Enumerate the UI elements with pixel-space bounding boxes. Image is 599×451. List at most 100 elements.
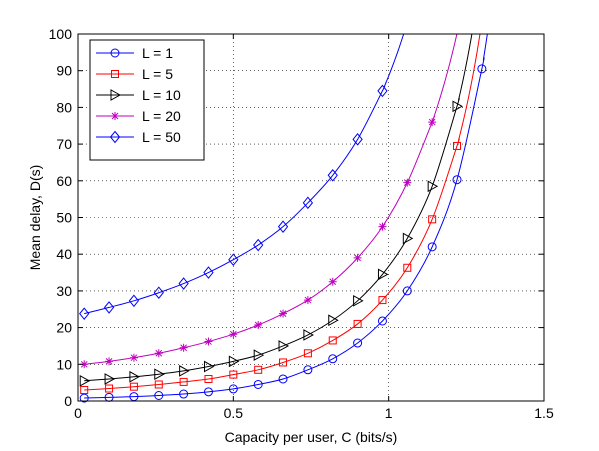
series-5-point <box>327 169 338 182</box>
series-4-point <box>428 118 437 127</box>
series-5-point <box>228 253 239 266</box>
series-3-point <box>129 370 140 383</box>
grid-lines <box>78 34 544 401</box>
series-1-point <box>203 387 213 397</box>
legend-label-5: L = 50 <box>142 129 181 145</box>
y-tick-label: 100 <box>49 26 73 42</box>
series-3-point <box>377 268 389 281</box>
y-axis-label: Mean delay, D(s) <box>27 165 43 271</box>
series-5-point <box>352 133 363 146</box>
legend-marker-2 <box>111 70 119 78</box>
series-line-2 <box>84 34 481 391</box>
series-1-point <box>402 286 412 296</box>
y-tick-label: 30 <box>56 283 72 299</box>
series-3-point <box>303 329 314 341</box>
series-2-point <box>353 319 362 328</box>
legend-marker-3 <box>110 89 122 101</box>
series-5-point <box>178 277 189 290</box>
series-1-point <box>278 374 288 384</box>
series-4-point <box>303 296 312 305</box>
x-tick-label: 0 <box>74 405 82 421</box>
series-line-3 <box>84 34 473 382</box>
series-1-point <box>303 365 313 375</box>
legend-marker-5 <box>109 130 121 144</box>
series-3-point <box>179 365 190 377</box>
series-2-point <box>303 349 312 358</box>
x-tick-label: 1 <box>385 405 393 421</box>
series-1-point <box>228 384 238 394</box>
series-4-point <box>204 337 213 346</box>
series-5-point <box>302 196 314 210</box>
series-4-point <box>129 353 138 362</box>
series-5-point <box>377 84 388 98</box>
series-1-point <box>253 379 263 389</box>
series-1-point <box>79 393 89 403</box>
y-tick-label: 80 <box>56 99 72 115</box>
y-tick-label: 50 <box>56 210 72 226</box>
series-3-point <box>154 368 165 381</box>
y-tick-label: 10 <box>56 356 72 372</box>
series-2-point <box>129 382 138 391</box>
series-4-point <box>254 321 263 330</box>
series-1-point <box>452 175 462 185</box>
legend-label-4: L = 20 <box>142 108 181 124</box>
series-1-point <box>353 338 363 348</box>
series-1-point <box>154 390 164 400</box>
y-tick-label: 70 <box>56 136 72 152</box>
legend-label-2: L = 5 <box>142 66 173 82</box>
series-2-point <box>328 336 337 345</box>
legend-box <box>89 39 205 161</box>
series-4-point <box>328 277 337 286</box>
series-1-point <box>179 389 189 399</box>
series-4-point <box>105 357 114 366</box>
series-3-point <box>253 349 265 361</box>
series-2-point <box>403 263 412 272</box>
series-2-point <box>428 215 437 224</box>
legend-label-3: L = 10 <box>142 87 181 103</box>
series-4-point <box>229 330 238 339</box>
series-2-point <box>105 384 114 393</box>
series-4-point <box>403 178 412 187</box>
series-3-point <box>203 360 215 373</box>
series-5-point <box>253 238 264 252</box>
series-3-point <box>328 314 339 327</box>
series-3-point <box>353 294 364 307</box>
series-1-point <box>477 64 487 74</box>
series-3-point <box>402 232 414 245</box>
series-line-1 <box>84 34 488 399</box>
series-5-point <box>79 307 90 320</box>
series-4-point <box>179 343 188 352</box>
series-markers <box>79 64 487 403</box>
series-2-point <box>378 296 387 305</box>
legend-label-1: L = 1 <box>142 45 173 61</box>
y-tick-label: 0 <box>64 393 72 409</box>
series-2-point <box>254 365 263 374</box>
series-2-point <box>279 358 288 367</box>
series-1-point <box>328 354 338 364</box>
series-1-point <box>427 242 437 252</box>
series-line-4 <box>84 34 458 365</box>
series-3-point <box>228 355 240 368</box>
series-5-point <box>153 286 164 300</box>
series-2-point <box>80 385 89 394</box>
y-tick-label: 40 <box>56 246 72 262</box>
series-3-point <box>278 340 290 352</box>
series-1-point <box>377 316 387 326</box>
series-4-point <box>154 349 163 358</box>
series-2-point <box>453 141 462 150</box>
x-tick-label: 0.5 <box>224 405 244 421</box>
y-tick-label: 20 <box>56 320 72 336</box>
series-3-point <box>452 100 464 113</box>
series-5-point <box>277 220 289 233</box>
series-2-point <box>229 370 238 379</box>
series-2-point <box>179 377 188 386</box>
series-5-point <box>203 266 214 279</box>
series-4-point <box>353 253 362 262</box>
legend-marker-1 <box>110 48 120 58</box>
series-4-point <box>80 360 89 369</box>
series-3-point <box>104 373 116 385</box>
series-4-point <box>279 309 288 318</box>
x-tick-label: 1.5 <box>534 405 554 421</box>
y-tick-label: 60 <box>56 173 72 189</box>
